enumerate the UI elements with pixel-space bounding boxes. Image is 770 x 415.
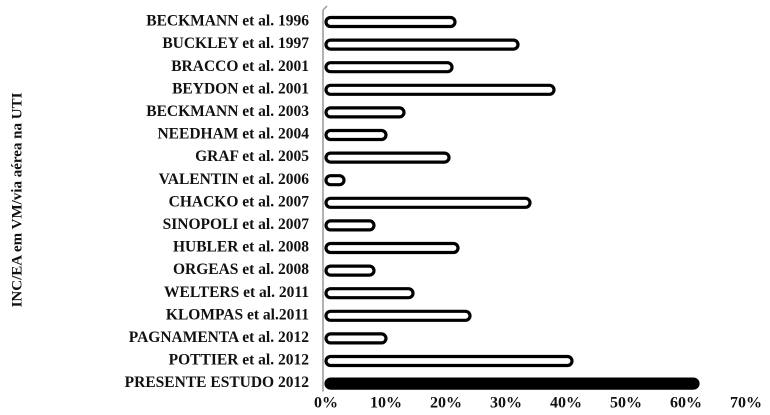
category-labels: BECKMANN et al. 1996 BUCKLEY et al. 1997 B… xyxy=(125,13,310,392)
x-tick-label: 10% xyxy=(370,395,402,412)
bar xyxy=(324,128,388,142)
bar xyxy=(324,287,415,300)
category-label: BEYDON et al. 2001 xyxy=(172,80,309,97)
y-axis xyxy=(322,5,328,392)
bar xyxy=(324,264,376,277)
category-label: PAGNAMENTA et al. 2012 xyxy=(129,329,309,346)
category-label: BUCKLEY et al. 1997 xyxy=(162,35,309,52)
category-label: POTTIER et al. 2012 xyxy=(169,352,310,369)
category-label: NEEDHAM et al. 2004 xyxy=(157,126,309,143)
bar xyxy=(324,196,532,209)
category-label: VALENTIN et al. 2006 xyxy=(159,171,310,188)
category-label: WELTERS et al. 2011 xyxy=(164,284,309,301)
bars xyxy=(324,15,700,390)
category-label: SINOPOLI et al. 2007 xyxy=(163,216,310,233)
x-tick-label: 60% xyxy=(670,395,702,412)
category-label: KLOMPAS et al.2011 xyxy=(166,306,309,323)
bar xyxy=(324,83,556,96)
x-tick-label: 70% xyxy=(730,395,762,412)
bar xyxy=(324,106,406,119)
category-label: ORGEAS et al. 2008 xyxy=(173,261,309,278)
bar xyxy=(324,332,388,345)
category-label: BECKMANN et al. 2003 xyxy=(146,103,309,120)
bar xyxy=(324,377,700,390)
category-label: BECKMANN et al. 1996 xyxy=(146,13,309,30)
bar xyxy=(324,219,376,232)
x-tick-label: 20% xyxy=(430,395,462,412)
bar xyxy=(324,15,457,29)
x-tick-labels: 0% 10% 20% 30% 40% 50% 60% 70% xyxy=(314,395,762,412)
y-axis-title: INC/EA em VM/via aérea na UTI xyxy=(9,92,25,307)
bar xyxy=(324,354,574,368)
category-label: CHACKO et al. 2007 xyxy=(169,193,310,210)
bar xyxy=(324,309,472,322)
y-axis-cap xyxy=(322,5,328,11)
category-label: HUBLER et al. 2008 xyxy=(173,239,309,256)
bar xyxy=(324,38,520,51)
x-tick-label: 0% xyxy=(314,395,338,412)
category-label: BRACCO et al. 2001 xyxy=(171,58,309,75)
category-label: PRESENTE ESTUDO 2012 xyxy=(125,374,310,391)
category-label: GRAF et al. 2005 xyxy=(195,148,309,165)
bar xyxy=(324,241,460,255)
x-tick-label: 40% xyxy=(550,395,582,412)
bar xyxy=(324,174,346,187)
x-tick-label: 30% xyxy=(490,395,522,412)
x-tick-label: 50% xyxy=(610,395,642,412)
bar xyxy=(324,151,451,164)
bar xyxy=(324,61,454,74)
